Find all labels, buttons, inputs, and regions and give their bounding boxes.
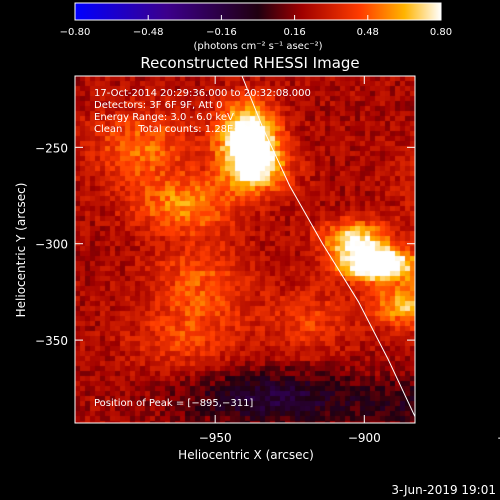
colorbar-tick-label: 0.80 (430, 27, 452, 38)
y-tick-label: −350 (35, 334, 68, 348)
footer-date: 3-Jun-2019 19:01 (391, 483, 496, 497)
x-tick-label: −850 (497, 431, 500, 445)
annotation-energy-range: Energy Range: 3.0 - 6.0 keV (94, 112, 234, 123)
colorbar-unit-label: (photons cm⁻² s⁻¹ asec⁻²) (193, 41, 322, 52)
peak-position-label: Position of Peak = [−895,−311] (94, 398, 253, 409)
y-tick-label: −300 (35, 238, 68, 252)
colorbar-tick-label: −0.48 (133, 27, 164, 38)
chart-title: Reconstructed RHESSI Image (140, 54, 359, 72)
colorbar (74, 2, 442, 21)
colorbar-tick-label: −0.16 (206, 27, 237, 38)
solar-limb-curve (241, 76, 415, 418)
y-axis-label: Heliocentric Y (arcsec) (14, 183, 28, 318)
heatmap-image (75, 76, 415, 423)
colorbar-tick-label: −0.80 (60, 27, 91, 38)
annotation-time-range: 17-Oct-2014 20:29:36.000 to 20:32:08.000 (94, 88, 311, 99)
x-axis-label: Heliocentric X (arcsec) (178, 448, 314, 462)
x-tick-label: −900 (348, 431, 381, 445)
colorbar-tick-label: 0.16 (283, 27, 305, 38)
colorbar-tick-label: 0.48 (357, 27, 379, 38)
annotation-detectors: Detectors: 3F 6F 9F, Att 0 (94, 100, 222, 111)
plot-frame (74, 75, 416, 424)
axis-ticks: −950 −900 −850 −250 −300 −350 (35, 76, 500, 445)
x-tick-label: −950 (199, 431, 232, 445)
y-tick-label: −250 (35, 141, 68, 155)
colorbar-ticks: −0.80 −0.48 −0.16 0.16 0.48 0.80 (60, 15, 452, 38)
annotation-clean-counts: Clean Total counts: 1.28E+04 (94, 124, 254, 135)
